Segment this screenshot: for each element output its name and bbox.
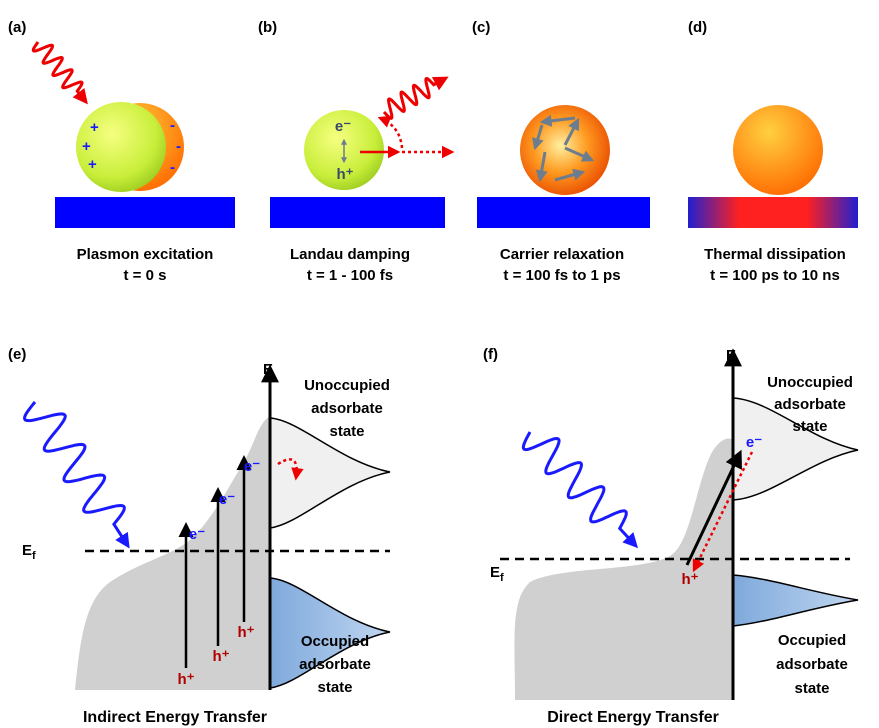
axis-label: E xyxy=(263,361,273,378)
electron-label: e⁻ xyxy=(335,118,351,135)
state-label: state xyxy=(792,418,827,435)
panel-e: (e) E Ef e⁻ e⁻ e⁻ h⁺ h⁺ h⁺ Unoccupied ad… xyxy=(8,346,390,726)
panel-b: e⁻ h⁺ Landau damping t = 1 - 100 fs xyxy=(270,78,452,284)
substrate xyxy=(55,197,235,228)
fermi-sub: f xyxy=(500,572,504,584)
electron-label: e⁻ xyxy=(746,434,762,451)
panel-a: + + + - - - Plasmon excitation t = 0 s xyxy=(33,42,235,284)
panel-label: (b) xyxy=(258,19,277,36)
charge-plus: + xyxy=(82,138,91,155)
occupied-state xyxy=(733,575,858,626)
fermi-sub: f xyxy=(32,550,36,562)
charge-minus: - xyxy=(170,159,175,176)
state-label: Unoccupied xyxy=(304,377,390,394)
state-label: state xyxy=(329,423,364,440)
hole-label: h⁺ xyxy=(336,166,353,183)
axis-label: E xyxy=(726,347,736,364)
hole-label: h⁺ xyxy=(237,624,254,641)
metal-states xyxy=(75,416,270,690)
caption: Landau damping xyxy=(290,246,410,263)
state-label: Unoccupied xyxy=(767,374,853,391)
incident-light xyxy=(523,432,636,546)
state-label: adsorbate xyxy=(299,656,371,673)
incident-light xyxy=(33,42,86,102)
time: t = 100 ps to 10 ns xyxy=(710,267,840,284)
panel-title: Indirect Energy Transfer xyxy=(83,709,267,726)
substrate xyxy=(270,197,445,228)
charge-minus: - xyxy=(170,117,175,134)
panel-label: (c) xyxy=(472,19,490,36)
time: t = 1 - 100 fs xyxy=(307,267,393,284)
state-label: state xyxy=(794,680,829,697)
time: t = 100 fs to 1 ps xyxy=(503,267,620,284)
state-label: Occupied xyxy=(778,632,846,649)
fermi-label: Ef xyxy=(22,542,36,562)
emitted-light xyxy=(384,78,446,118)
panel-label: (f) xyxy=(483,346,498,363)
panel-title: Direct Energy Transfer xyxy=(547,709,719,726)
diagram: (a) (b) (c) (d) + + + - - - Plasmon exci… xyxy=(0,0,879,728)
panel-f: (f) E Ef e⁻ h⁺ Unoccupied adsorbate stat… xyxy=(483,346,858,726)
time: t = 0 s xyxy=(124,267,167,284)
electron-label: e⁻ xyxy=(244,458,260,475)
body: (a) (b) (c) (d) + + + - - - Plasmon exci… xyxy=(0,0,879,728)
state-label: adsorbate xyxy=(311,400,383,417)
fermi-main: E xyxy=(490,564,500,581)
page: Plasmon energy transfer {"top_panels": [… xyxy=(0,0,879,728)
panel-label: (e) xyxy=(8,346,26,363)
charge-plus: + xyxy=(88,156,97,173)
state-label: adsorbate xyxy=(774,396,846,413)
caption: Carrier relaxation xyxy=(500,246,624,263)
caption: Plasmon excitation xyxy=(77,246,214,263)
nanoparticle xyxy=(733,105,823,195)
hole-label: h⁺ xyxy=(212,648,229,665)
heated-substrate xyxy=(688,197,858,228)
panel-label: (a) xyxy=(8,19,26,36)
state-label: state xyxy=(317,679,352,696)
electron-label: e⁻ xyxy=(219,491,235,508)
state-label: adsorbate xyxy=(776,656,848,673)
charge-plus: + xyxy=(90,119,99,136)
charge-minus: - xyxy=(176,138,181,155)
incident-light xyxy=(25,402,128,546)
panel-c: Carrier relaxation t = 100 fs to 1 ps xyxy=(477,105,650,284)
panel-label: (d) xyxy=(688,19,707,36)
panel-d: Thermal dissipation t = 100 ps to 10 ns xyxy=(688,105,858,284)
metal-states xyxy=(514,439,733,700)
fermi-label: Ef xyxy=(490,564,504,584)
caption: Thermal dissipation xyxy=(704,246,846,263)
hole-label: h⁺ xyxy=(681,571,698,588)
fermi-main: E xyxy=(22,542,32,559)
substrate xyxy=(477,197,650,228)
electron-label: e⁻ xyxy=(189,526,205,543)
state-label: Occupied xyxy=(301,633,369,650)
hole-label: h⁺ xyxy=(177,671,194,688)
